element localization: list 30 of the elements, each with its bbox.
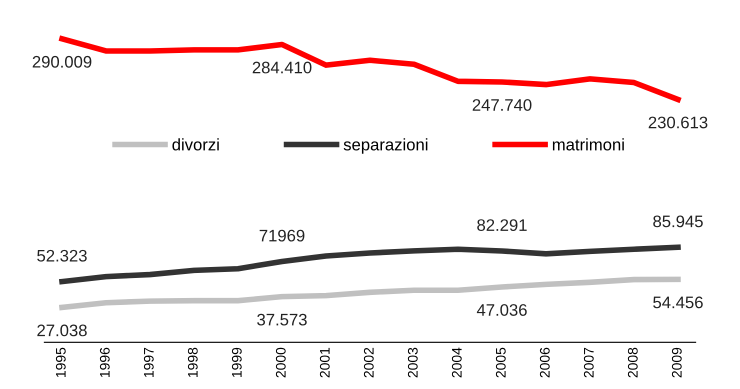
x-tick-label: 2001 bbox=[320, 348, 330, 378]
x-tick-label: 2004 bbox=[452, 348, 462, 378]
data-label: 27.038 bbox=[37, 324, 87, 336]
data-label: 47.036 bbox=[476, 304, 527, 316]
x-tick-label: 2003 bbox=[408, 348, 418, 378]
data-label: 290.009 bbox=[32, 56, 92, 68]
data-label: 52.323 bbox=[37, 250, 87, 262]
x-tick-label: 2008 bbox=[628, 348, 638, 378]
data-label: 230.613 bbox=[648, 116, 708, 128]
data-label: 284.410 bbox=[252, 62, 312, 74]
x-tick-label: 2006 bbox=[540, 348, 550, 378]
legend-label: divorzi bbox=[172, 138, 219, 151]
data-label: 37.573 bbox=[257, 314, 307, 326]
legend-label: matrimoni bbox=[552, 138, 624, 151]
data-label: 85.945 bbox=[653, 215, 703, 228]
x-tick-label: 1996 bbox=[100, 348, 110, 378]
x-tick-label: 2009 bbox=[672, 348, 682, 378]
x-tick-label: 1995 bbox=[56, 348, 66, 378]
data-label: 54.456 bbox=[653, 296, 703, 308]
data-label: 71969 bbox=[260, 230, 304, 242]
legend-label: separazioni bbox=[344, 138, 428, 154]
x-tick-label: 2002 bbox=[364, 348, 374, 378]
x-tick-label: 2000 bbox=[276, 348, 286, 378]
x-tick-label: 2007 bbox=[584, 348, 594, 378]
x-tick-label: 1997 bbox=[144, 348, 154, 378]
x-tick-label: 1999 bbox=[232, 348, 242, 378]
data-label: 247.740 bbox=[472, 99, 532, 111]
data-label: 82.291 bbox=[477, 219, 527, 232]
x-tick-label: 2005 bbox=[496, 348, 506, 378]
x-tick-label: 1998 bbox=[188, 348, 198, 378]
